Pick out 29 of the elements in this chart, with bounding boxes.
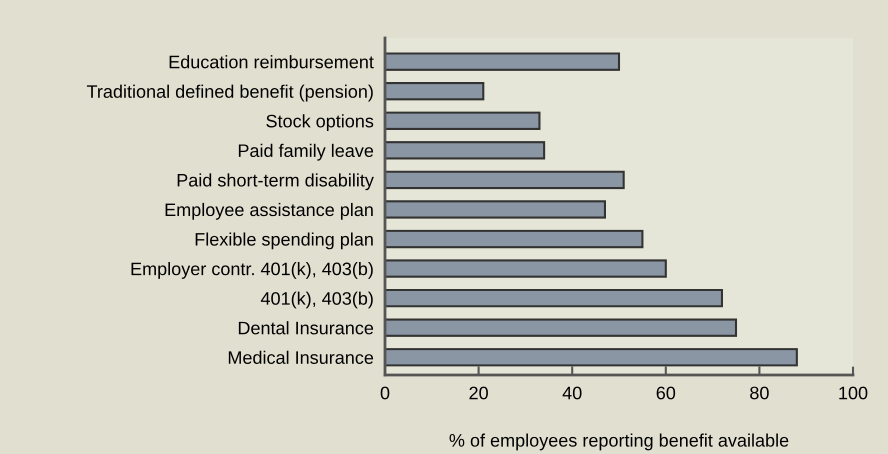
x-tick-label: 60 xyxy=(656,386,676,400)
y-tick-label: Flexible spending plan xyxy=(196,232,373,250)
x-tick-label: 40 xyxy=(562,386,582,400)
y-tick-label: Employee assistance plan xyxy=(166,202,373,220)
y-tick-label: Stock options xyxy=(266,114,374,132)
y-tick-label: 401(k), 403(b) xyxy=(260,292,373,308)
x-axis-title: % of employees reporting benefit available xyxy=(450,434,788,450)
bar xyxy=(385,230,644,248)
bar xyxy=(385,170,625,190)
y-tick-label: Education reimbursement xyxy=(170,55,374,68)
x-tick-label: 100 xyxy=(839,386,868,400)
y-tick-label: Paid short-term disability xyxy=(178,173,374,190)
bar xyxy=(385,288,724,308)
x-tick-label: 80 xyxy=(750,386,769,400)
bar xyxy=(385,52,620,71)
y-tick-label: Medical Insurance xyxy=(228,350,374,364)
y-tick-label: Dental Insurance xyxy=(238,321,374,334)
bar xyxy=(385,112,540,130)
y-tick-label: Paid family leave xyxy=(238,144,374,161)
bar xyxy=(385,348,798,366)
bar xyxy=(385,82,484,100)
x-tick-label: 0 xyxy=(380,386,390,400)
bar xyxy=(385,141,546,160)
x-tick-label: 20 xyxy=(469,386,488,400)
bar xyxy=(385,200,606,219)
y-tick-label: Traditional defined benefit (pension) xyxy=(86,84,373,102)
bar xyxy=(385,259,667,278)
y-tick-label: Employer contr. 401(k), 403(b) xyxy=(132,262,373,279)
bar xyxy=(385,318,738,337)
